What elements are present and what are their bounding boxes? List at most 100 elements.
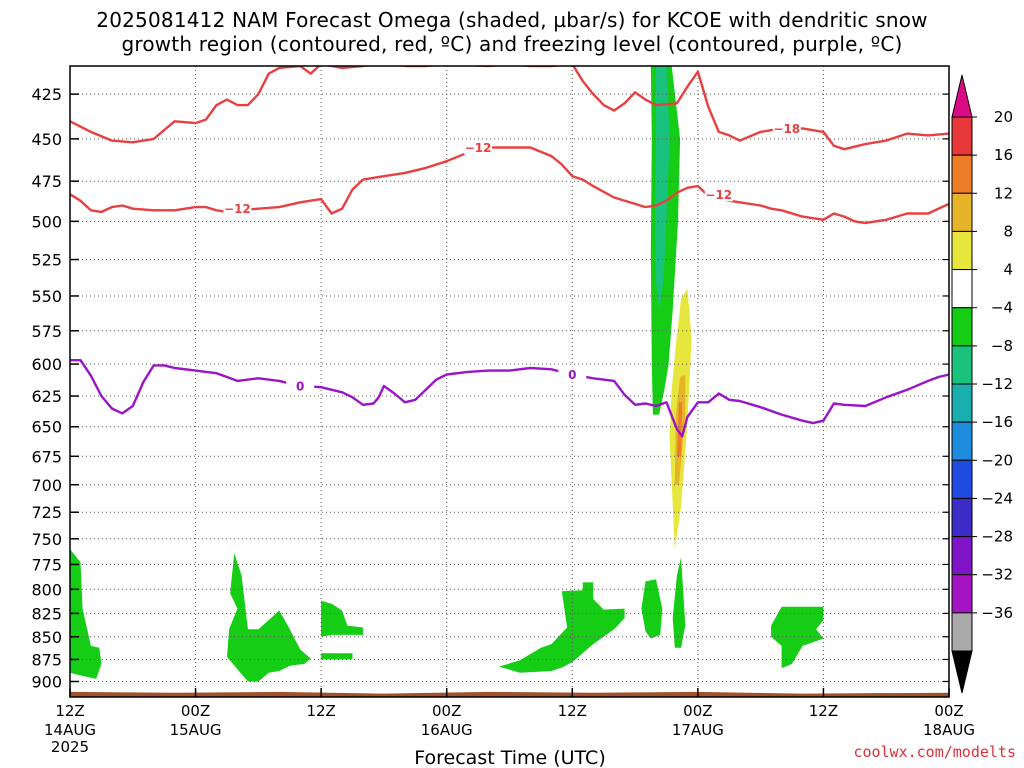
contour-line <box>70 66 949 151</box>
x-tick-label: 00Z <box>683 702 712 720</box>
colorbar-box <box>951 383 973 423</box>
colorbar: 20 16 12 8 4 −4 −8 −12 −16 −20 −24 −28 −32 −36 <box>951 74 1013 694</box>
y-tick-label: 825 <box>31 604 62 623</box>
y-tick-label: 700 <box>31 476 62 495</box>
y-tick-label: 475 <box>31 172 62 191</box>
y-tick-label: 650 <box>31 418 62 437</box>
title-line-2: growth region (contoured, red, ºC) and f… <box>121 32 903 56</box>
omega-region-3 <box>321 653 353 660</box>
colorbar-box <box>951 497 973 538</box>
colorbar-label: 4 <box>1003 261 1013 279</box>
colorbar-label: 8 <box>1003 222 1013 240</box>
colorbar-label: −4 <box>991 299 1013 317</box>
y-tick-label: 625 <box>31 387 62 406</box>
colorbar-box <box>951 192 973 232</box>
credit-text: coolwx.com/modelts <box>853 743 1016 761</box>
y-tick-label: 875 <box>31 650 62 669</box>
colorbar-label: −32 <box>981 566 1013 584</box>
y-tick-label: 525 <box>31 251 62 270</box>
contours: −18 −12 −12 −12 0 0 <box>70 66 949 438</box>
contour-label-bg <box>772 120 801 136</box>
axes: 425 450 475 500 525 550 575 600 625 650 675 700 725 7… <box>31 65 975 756</box>
x-tick-label: 12Z <box>558 702 587 720</box>
contour-label: −12 <box>705 188 732 202</box>
contour-label: −12 <box>465 141 492 155</box>
colorbar-box <box>951 612 973 652</box>
colorbar-box <box>951 230 973 271</box>
omega-region-12 <box>676 402 683 457</box>
colorbar-label: −16 <box>981 413 1013 431</box>
x-tick-date: 18AUG <box>923 721 975 739</box>
colorbar-label: −36 <box>981 604 1013 622</box>
contour-label: 0 <box>296 379 304 393</box>
colorbar-box <box>951 536 973 576</box>
colorbar-top-arrow <box>951 74 973 118</box>
x-tick-label: 00Z <box>934 702 963 720</box>
contour-label: 0 <box>568 368 576 382</box>
colorbar-label: 12 <box>994 184 1013 202</box>
colorbar-box <box>951 345 973 385</box>
omega-region-6 <box>672 557 686 648</box>
colorbar-box <box>951 269 973 309</box>
colorbar-box <box>951 116 973 156</box>
y-tick-label: 900 <box>31 672 62 691</box>
terrain-band <box>70 691 949 697</box>
y-tick-label: 600 <box>31 355 62 374</box>
omega-region-2 <box>321 600 363 637</box>
x-tick-date: 17AUG <box>672 721 724 739</box>
y-tick-label: 450 <box>31 130 62 149</box>
x-tick-label: 12Z <box>306 702 335 720</box>
colorbar-label: −20 <box>981 451 1013 469</box>
y-tick-label: 725 <box>31 503 62 522</box>
x-tick-year: 2025 <box>51 738 89 756</box>
x-tick-date: 14AUG <box>44 721 96 739</box>
y-tick-label: 750 <box>31 530 62 549</box>
omega-shading <box>70 66 949 697</box>
y-tick-label: 550 <box>31 287 62 306</box>
omega-region-0 <box>70 549 102 679</box>
y-tick-label: 775 <box>31 555 62 574</box>
colorbar-box <box>951 421 973 461</box>
y-tick-label: 575 <box>31 322 62 341</box>
contour-label-bg <box>464 139 493 155</box>
contour-label: −18 <box>773 122 800 136</box>
y-tick-label: 425 <box>31 85 62 104</box>
colorbar-label: −8 <box>991 337 1013 355</box>
chart-title: 2025081412 NAM Forecast Omega (shaded, µ… <box>0 8 1024 56</box>
omega-region-1 <box>227 553 311 682</box>
x-tick-label: 00Z <box>432 702 461 720</box>
colorbar-label: 20 <box>994 108 1013 126</box>
plot-frame <box>69 65 950 698</box>
colorbar-label: −28 <box>981 528 1013 546</box>
grid <box>70 66 949 697</box>
y-tick-label: 800 <box>31 580 62 599</box>
omega-region-9 <box>655 66 670 311</box>
omega-region-5 <box>641 579 663 639</box>
contour-label-bg <box>223 200 252 216</box>
contour-line <box>70 146 949 225</box>
contour-label-bg <box>558 366 587 382</box>
x-tick-label: 12Z <box>809 702 838 720</box>
x-tick-date: 16AUG <box>421 721 473 739</box>
colorbar-label: 16 <box>994 146 1013 164</box>
colorbar-box <box>951 154 973 194</box>
omega-region-4 <box>499 582 625 673</box>
colorbar-box <box>951 307 973 347</box>
y-tick-label: 675 <box>31 447 62 466</box>
contour-label-bg <box>286 377 315 393</box>
colorbar-box <box>951 459 973 499</box>
x-tick-label: 00Z <box>181 702 210 720</box>
contour-label: −12 <box>224 202 251 216</box>
colorbar-bottom-arrow <box>951 650 973 694</box>
contour-label-bg <box>704 186 733 202</box>
y-tick-label: 850 <box>31 628 62 647</box>
colorbar-box <box>951 574 973 614</box>
colorbar-label: −12 <box>981 375 1013 393</box>
x-axis-title: Forecast Time (UTC) <box>414 747 605 768</box>
y-tick-label: 500 <box>31 212 62 231</box>
colorbar-label: −24 <box>981 489 1013 507</box>
omega-region-7 <box>771 606 824 669</box>
contour-line <box>70 359 949 438</box>
title-line-1: 2025081412 NAM Forecast Omega (shaded, µ… <box>96 8 928 32</box>
